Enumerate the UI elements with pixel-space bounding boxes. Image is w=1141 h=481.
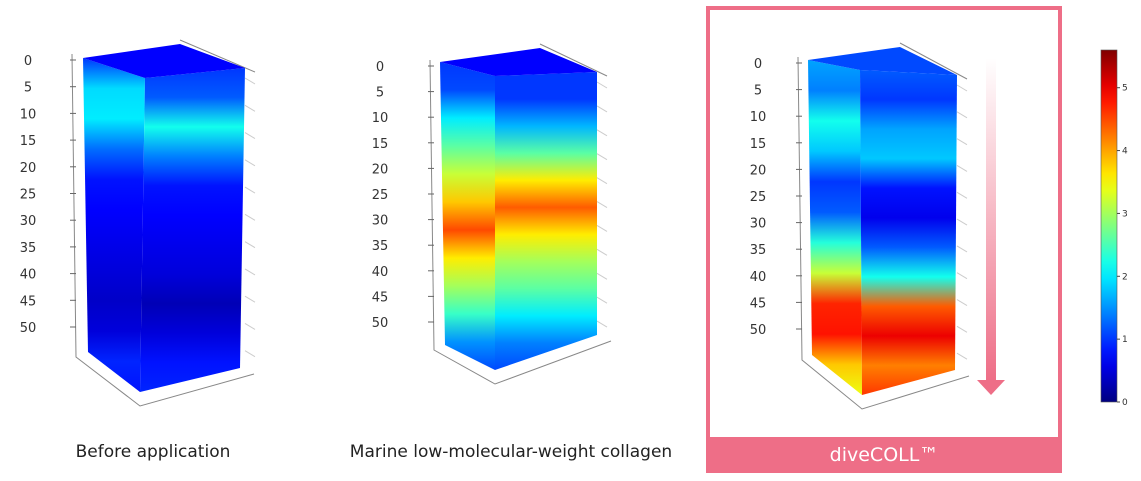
depth-tick-label: 10 [20,107,37,122]
depth-tick-label: 5 [24,81,32,96]
depth-tick-label: 40 [372,265,389,280]
depth-tick-label: 20 [750,163,767,178]
depth-tick-label: 10 [750,110,767,125]
depth-tick-label: 50 [750,323,767,338]
depth-tick-label: 0 [376,60,384,75]
depth-tick-label: 30 [20,214,37,229]
depth-tick-label: 45 [20,294,37,309]
colorbar-tick-label: 4 [1122,147,1128,157]
front-face [808,60,862,395]
heatmap-box-2: 0 5 10 15 20 25 30 35 40 45 50 [750,42,970,410]
caption-marine: Marine low-molecular-weight collagen [349,442,673,462]
top-face [808,47,957,75]
depth-tick-label: 0 [24,54,32,69]
highlight-frame [706,6,1062,442]
depth-tick-label: 15 [20,134,37,149]
caption-before: Before application [75,442,231,462]
colorbar-tick-label: 3 [1122,209,1128,219]
heatmap-box-0: 0 5 10 15 20 25 30 35 40 45 50 [20,39,256,407]
depth-tick-label: 15 [372,137,389,152]
front-face [440,62,495,370]
depth-axis-0 [71,39,256,407]
colorbar-tick-label: 2 [1122,272,1128,282]
colorbar-gradient [1100,49,1118,403]
caption-divecoll: diveCOLL™ [706,437,1062,473]
depth-axis-1 [429,43,612,385]
depth-tick-label: 30 [750,217,767,232]
depth-tick-label: 30 [372,214,389,229]
depth-tick-label: 45 [750,296,767,311]
depth-tick-label: 20 [20,161,37,176]
depth-tick-label: 40 [20,268,37,283]
depth-tick-label: 40 [750,270,767,285]
depth-tick-label: 10 [372,111,389,126]
top-face [440,48,597,76]
depth-tick-label: 20 [372,162,389,177]
side-face [495,72,597,370]
depth-tick-label: 5 [754,84,762,99]
colorbar-tick-label: 0 [1122,398,1128,408]
front-face [83,58,145,392]
depth-tick-label: 50 [372,316,389,331]
side-face [860,70,957,395]
depth-tick-label: 35 [20,241,37,256]
depth-tick-label: 45 [372,290,389,305]
depth-tick-label: 15 [750,137,767,152]
depth-arrow [977,58,1005,395]
colorbar-tick-label: 1 [1122,335,1128,345]
depth-tick-label: 25 [750,190,767,205]
depth-tick-label: 25 [372,188,389,203]
depth-tick-label: 35 [372,239,389,254]
depth-tick-label: 35 [750,243,767,258]
top-face [83,44,245,78]
heatmap-box-1: 0 5 10 15 20 25 30 35 40 45 50 [372,43,612,385]
depth-tick-label: 25 [20,188,37,203]
depth-axis-2 [797,42,970,410]
depth-tick-label: 0 [754,57,762,72]
colorbar: 0 1 2 3 4 5 [1100,49,1128,408]
side-face [140,68,245,392]
depth-tick-label: 50 [20,321,37,336]
depth-tick-label: 5 [376,86,384,101]
colorbar-tick-label: 5 [1122,84,1128,94]
